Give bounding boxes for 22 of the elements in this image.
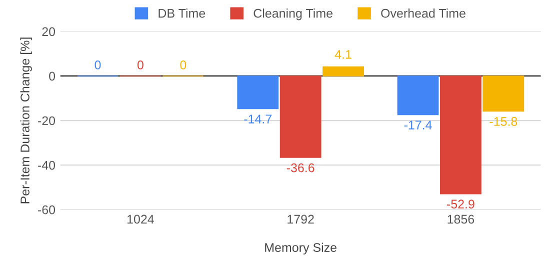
x-axis-title: Memory Size <box>265 242 336 254</box>
data-label: 0 <box>137 60 144 70</box>
data-label: -15.8 <box>490 117 518 126</box>
y-tick-label: 0 <box>49 72 56 81</box>
y-axis-title: Per-Item Duration Change [%] <box>20 38 32 204</box>
data-label: 4.1 <box>334 50 352 59</box>
x-tick-label: 1856 <box>448 214 474 224</box>
y-tick-label: 20 <box>42 27 56 36</box>
legend-label: DB Time <box>158 8 206 18</box>
legend-label: Overhead Time <box>381 8 466 18</box>
x-tick-label: 1792 <box>288 214 314 224</box>
x-tick-label: 1024 <box>128 214 154 224</box>
legend-label: Cleaning Time <box>254 8 332 20</box>
data-label: -52.9 <box>447 200 474 209</box>
y-tick-label: -20 <box>38 116 56 126</box>
data-label: 0 <box>94 60 101 70</box>
data-label: -17.4 <box>404 120 432 130</box>
data-label: 0 <box>180 60 186 70</box>
data-label: -36.6 <box>286 163 314 172</box>
y-tick-label: -60 <box>38 205 56 214</box>
y-tick-label: -40 <box>38 160 56 170</box>
data-label: -14.7 <box>244 114 272 124</box>
